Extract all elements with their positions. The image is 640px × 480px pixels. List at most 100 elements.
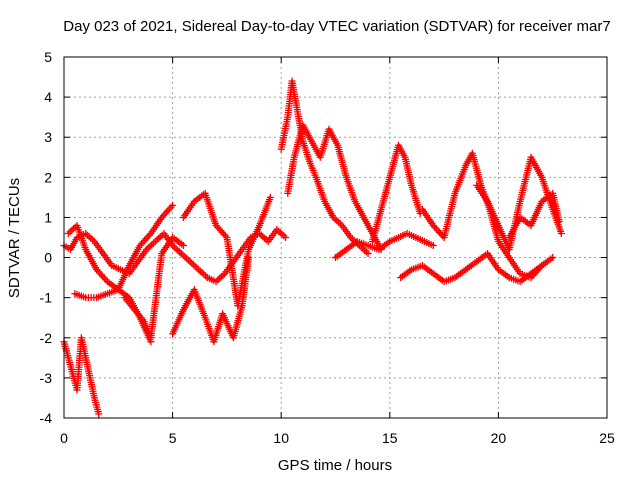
y-tick-label: -3 — [40, 370, 53, 386]
data-point — [97, 271, 105, 279]
data-point — [161, 210, 169, 218]
data-point — [219, 271, 227, 279]
series-sat-i — [284, 121, 385, 254]
x-tick-label: 25 — [599, 430, 615, 446]
data-point — [261, 234, 269, 242]
data-point — [87, 234, 95, 242]
data-point — [196, 267, 204, 275]
data-point — [148, 241, 156, 249]
data-point — [183, 254, 191, 262]
data-point — [144, 233, 152, 241]
data-point — [174, 246, 182, 254]
series-sat-a — [60, 225, 290, 286]
data-point — [214, 276, 222, 284]
data-point — [266, 193, 274, 201]
series-sat-j — [332, 229, 437, 262]
data-point — [361, 246, 369, 254]
y-tick-label: 1 — [44, 209, 52, 225]
data-point — [169, 201, 177, 209]
data-point — [364, 250, 372, 258]
data-point — [282, 234, 290, 241]
data-point — [149, 239, 157, 247]
data-point — [151, 238, 159, 246]
x-tick-label: 20 — [491, 430, 507, 446]
data-point — [66, 228, 74, 236]
series-sat-o — [505, 189, 563, 241]
chart-title: Day 023 of 2021, Sidereal Day-to-day VTE… — [63, 18, 610, 35]
data-point — [257, 231, 265, 239]
data-point — [165, 205, 173, 213]
data-point — [141, 236, 149, 244]
data-point — [99, 272, 107, 280]
data-point — [177, 250, 185, 258]
data-point — [336, 220, 344, 228]
x-tick-label: 10 — [273, 430, 289, 446]
y-tick-label: 5 — [44, 49, 52, 65]
data-point — [193, 264, 201, 272]
data-point — [70, 225, 78, 233]
data-point — [218, 228, 226, 236]
data-point — [362, 248, 370, 256]
plot-frame — [63, 56, 608, 419]
data-point — [215, 225, 223, 233]
data-point — [437, 230, 445, 238]
data-point — [555, 217, 563, 225]
axis-ticks: 0 5 10 15 20 25 -4 -3 -2 -1 0 1 2 3 4 5 — [40, 49, 615, 446]
data-point — [181, 253, 189, 261]
series-sat-m — [418, 149, 546, 282]
data-point — [176, 248, 184, 256]
data-point — [217, 227, 225, 235]
data-point — [153, 236, 161, 244]
data-point — [83, 231, 91, 239]
series-sat-b — [60, 334, 103, 418]
y-tick-label: 2 — [44, 169, 52, 185]
series-sat-n — [473, 153, 565, 254]
x-tick-label: 0 — [60, 430, 68, 446]
y-tick-label: 3 — [44, 129, 52, 145]
series-sat-e — [121, 234, 187, 342]
data-point — [245, 254, 253, 262]
data-point — [179, 242, 187, 250]
data-point — [96, 269, 104, 277]
data-point — [100, 274, 108, 282]
series-sat-k — [368, 141, 424, 246]
data-point — [188, 259, 196, 267]
x-tick-label: 5 — [169, 430, 177, 446]
y-tick-label: 0 — [44, 250, 52, 266]
series-sat-g — [169, 254, 253, 346]
data-point — [335, 218, 343, 226]
data-point — [432, 225, 440, 233]
data-point — [189, 261, 197, 269]
data-point — [434, 227, 442, 235]
data-point — [276, 229, 284, 237]
x-axis-label: GPS time / hours — [278, 457, 392, 474]
data-point — [200, 270, 208, 278]
y-tick-label: -4 — [40, 410, 53, 426]
data-point — [144, 244, 152, 252]
series-sat-d — [64, 201, 177, 294]
data-point — [142, 235, 150, 243]
series-sat-h — [277, 77, 372, 258]
data-point — [195, 266, 203, 274]
data-point — [139, 238, 147, 246]
series-sat-l — [397, 250, 557, 286]
data-point — [162, 208, 170, 216]
data-point — [557, 229, 565, 237]
data-point — [217, 273, 225, 281]
data-point — [172, 245, 180, 253]
data-point — [549, 254, 557, 262]
data-point — [333, 217, 341, 225]
data-point — [68, 226, 76, 234]
data-point — [89, 236, 97, 244]
data-point — [164, 207, 172, 215]
data-point — [155, 234, 163, 242]
data-point — [429, 242, 437, 250]
x-tick-label: 15 — [382, 430, 398, 446]
data-point — [95, 410, 103, 418]
data-point — [170, 243, 178, 251]
y-tick-label: -2 — [40, 330, 53, 346]
y-axis-label: SDTVAR / TECUs — [6, 178, 23, 298]
data-point — [146, 242, 154, 250]
data-point — [278, 230, 286, 238]
